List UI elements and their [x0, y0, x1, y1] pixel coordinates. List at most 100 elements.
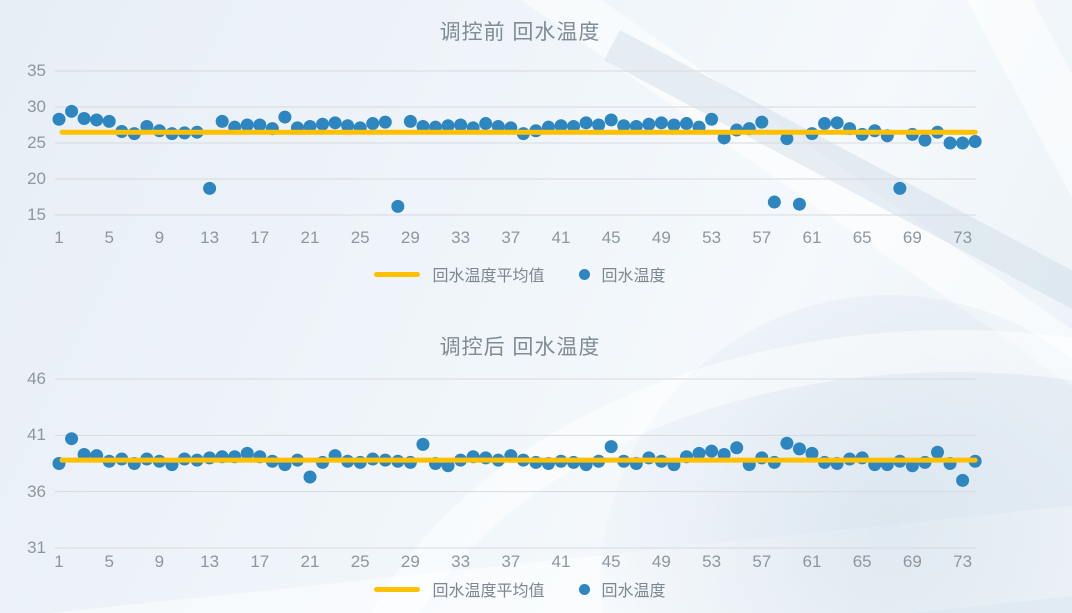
scatter-point: [792, 197, 806, 211]
x-axis-tick-label: 57: [752, 552, 772, 571]
scatter-point: [604, 440, 618, 454]
scatter-point: [77, 112, 91, 126]
scatter-point: [65, 432, 79, 446]
scatter-point: [278, 110, 292, 124]
scatter-point: [479, 117, 493, 131]
scatter-point: [705, 444, 719, 458]
legend-label-average: 回水温度平均值: [432, 583, 545, 600]
scatter-point: [705, 112, 719, 126]
x-axis-tick-label: 49: [651, 552, 671, 571]
scatter-point: [303, 470, 317, 484]
x-axis-tick-label: 13: [200, 552, 220, 571]
x-axis-tick-label: 41: [551, 552, 571, 571]
average-line-swatch-icon: [374, 586, 421, 592]
legend: 回水温度平均值 回水温度: [0, 262, 1040, 286]
x-axis-tick-label: 37: [501, 552, 521, 571]
legend-item-average: 回水温度平均值: [374, 262, 545, 286]
average-line-swatch-icon: [374, 271, 421, 277]
x-axis-tick-label: 37: [501, 228, 521, 247]
legend-item-points: 回水温度: [578, 577, 666, 601]
x-axis-tick-label: 5: [104, 228, 114, 247]
y-axis-tick-label: 30: [27, 97, 46, 116]
legend-label-points: 回水温度: [601, 583, 666, 600]
x-axis-tick-label: 33: [451, 552, 471, 571]
x-axis-tick-label: 49: [651, 228, 671, 247]
scatter-point: [65, 104, 79, 118]
scatter-point: [215, 114, 229, 128]
x-axis-tick-label: 1: [54, 552, 64, 571]
x-axis-tick-label: 57: [752, 228, 772, 247]
x-axis-tick-label: 69: [902, 228, 922, 247]
scatter-point: [792, 442, 806, 456]
scatter-point: [931, 445, 944, 459]
y-axis-tick-label: 15: [27, 205, 46, 224]
x-axis-tick-label: 17: [250, 552, 270, 571]
x-axis-tick-label: 53: [702, 552, 722, 571]
x-axis-tick-label: 61: [802, 228, 822, 247]
scatter-point: [366, 117, 380, 131]
scatter-point: [203, 181, 217, 195]
scatter-point: [654, 116, 668, 130]
scatter-point: [341, 119, 355, 133]
legend-label-average: 回水温度平均值: [432, 268, 545, 285]
chart-after-regulation: 调控后 回水温度 31 36 41 46 1 5 9 13 17 21 25 29 33 37 41 45 4…: [0, 305, 1072, 613]
scatter-point: [316, 117, 330, 131]
chart-before-regulation: 调控前 回水温度 15 20 25 30 35 1 5 9 13 17 21 25 29 33 37 41 4…: [0, 0, 1072, 300]
scatter-point: [303, 119, 317, 133]
x-axis-tick-label: 21: [300, 552, 320, 571]
y-axis-tick-label: 20: [27, 169, 46, 188]
x-axis-tick-label: 41: [551, 228, 571, 247]
point-swatch-icon: [578, 583, 590, 595]
scatter-point: [730, 441, 744, 455]
y-axis-tick-label: 36: [27, 481, 46, 501]
scatter-point: [391, 199, 405, 213]
scatter-point: [240, 118, 254, 132]
scatter-point: [818, 117, 832, 131]
x-axis-tick-label: 21: [300, 228, 320, 247]
point-swatch-icon: [578, 268, 590, 280]
scatter-point: [780, 436, 794, 450]
scatter-point: [102, 114, 116, 128]
x-axis-tick-label: 25: [350, 228, 370, 247]
scatter-point: [140, 119, 154, 133]
scatter-point: [378, 115, 392, 129]
legend-item-average: 回水温度平均值: [374, 577, 545, 601]
scatter-point: [604, 113, 618, 127]
scatter-point: [755, 115, 769, 129]
scatter-point: [968, 135, 982, 149]
scatter-point: [893, 181, 907, 195]
x-axis-tick-label: 53: [702, 228, 722, 247]
scatter-point: [454, 118, 468, 132]
x-axis-tick-label: 9: [154, 228, 165, 247]
scatter-point: [592, 118, 606, 132]
x-axis-tick-label: 61: [802, 552, 822, 571]
scatter-point: [579, 116, 593, 130]
scatter-point: [667, 118, 681, 132]
legend-label-points: 回水温度: [601, 268, 666, 285]
scatter-point: [943, 136, 957, 150]
x-axis-tick-label: 33: [451, 228, 471, 247]
scatter-plot: [52, 70, 982, 216]
y-axis-tick-label: 46: [27, 369, 46, 388]
x-axis-tick-label: 65: [852, 552, 872, 571]
x-axis-tick-label: 17: [250, 228, 270, 247]
x-axis-tick-label: 45: [601, 228, 621, 247]
x-axis-tick-label: 13: [200, 228, 220, 247]
scatter-point: [90, 113, 104, 127]
legend: 回水温度平均值 回水温度: [0, 577, 1040, 601]
x-axis-tick-label: 5: [104, 552, 114, 571]
legend-item-points: 回水温度: [578, 262, 666, 286]
y-axis-tick-label: 41: [27, 425, 46, 445]
scatter-point: [680, 117, 693, 131]
scatter-point: [918, 133, 932, 147]
scatter-point: [328, 116, 342, 130]
scatter-point: [52, 112, 66, 126]
x-axis-tick-label: 65: [852, 228, 872, 247]
scatter-point: [956, 136, 970, 150]
scatter-point: [767, 195, 781, 209]
x-axis-tick-label: 73: [953, 228, 973, 247]
scatter-point: [253, 118, 267, 132]
scatter-point: [240, 446, 254, 460]
x-axis-tick-label: 1: [54, 228, 64, 247]
